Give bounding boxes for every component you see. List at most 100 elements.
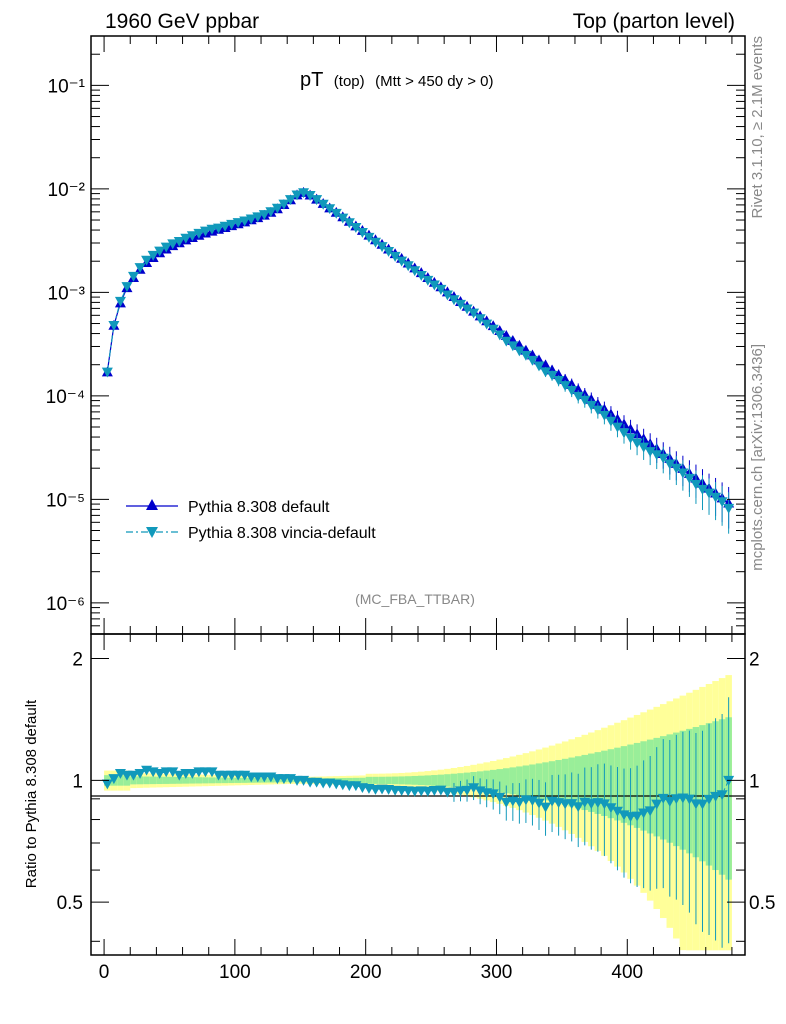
marker-vincia	[304, 191, 316, 201]
ratio-panel: 0 100 200 300 400 0.5 0.5 1 1 2 2	[57, 633, 775, 983]
marker-vincia	[605, 416, 617, 427]
ratio-marker-vincia	[696, 799, 708, 810]
ratio-band-green	[352, 777, 360, 783]
ratio-marker-vincia	[154, 769, 166, 779]
ratio-band-green	[202, 777, 209, 784]
ratio-band-green	[182, 777, 190, 784]
marker-vincia	[441, 290, 453, 301]
ratio-marker-vincia	[631, 811, 643, 822]
plot-title: pT (top) (Mtt > 450 dy > 0)	[300, 69, 493, 91]
ratio-marker-vincia	[448, 787, 460, 798]
ratio-band-green	[346, 777, 353, 783]
ratio-band-green	[457, 773, 464, 788]
ratio-marker-vincia	[540, 802, 552, 813]
ratio-band-green	[136, 776, 144, 785]
marker-vincia	[540, 367, 552, 378]
header-left: 1960 GeV ppbar	[105, 10, 259, 33]
ratio-marker-vincia	[422, 786, 434, 797]
ratio-band-green	[372, 776, 379, 784]
ratio-band-green	[162, 776, 170, 784]
marker-vincia	[572, 391, 584, 402]
main-ticks: 10⁻⁶ 10⁻⁵ 10⁻⁴ 10⁻³ 10⁻² 10⁻¹	[46, 36, 745, 635]
ratio-y-tick-label: 0.5	[57, 893, 83, 914]
marker-vincia	[670, 463, 682, 474]
ratio-marker-vincia	[572, 802, 584, 813]
marker-vincia	[435, 284, 447, 295]
marker-vincia	[415, 270, 427, 281]
ratio-band-green	[411, 775, 418, 785]
marker-vincia	[317, 199, 329, 210]
legend-label-default: Pythia 8.308 default	[188, 499, 330, 516]
marker-vincia	[520, 350, 532, 361]
main-panel: 10⁻⁶ 10⁻⁵ 10⁻⁴ 10⁻³ 10⁻² 10⁻¹ pT (top) (Mtt >…	[46, 35, 746, 635]
ratio-marker-vincia	[186, 769, 198, 779]
marker-vincia	[710, 492, 722, 503]
ratio-x-tick-label: 300	[481, 962, 513, 983]
ratio-y-tick-label-right: 2	[749, 650, 760, 671]
ratio-band-green	[542, 762, 549, 801]
ratio-band-green	[339, 778, 347, 783]
marker-vincia	[533, 361, 545, 372]
ratio-data-layer	[101, 697, 735, 948]
marker-vincia	[631, 438, 643, 449]
marker-vincia	[180, 233, 192, 244]
ratio-band-green	[365, 776, 373, 784]
marker-vincia	[298, 188, 310, 199]
ratio-marker-vincia	[173, 770, 185, 781]
marker-vincia	[291, 190, 303, 201]
marker-vincia	[474, 314, 486, 325]
marker-vincia	[186, 231, 198, 242]
ratio-marker-vincia	[638, 808, 650, 819]
marker-vincia	[703, 488, 715, 499]
ratio-marker-vincia	[533, 798, 545, 809]
marker-vincia	[546, 370, 558, 381]
mcplots-label: mcplots.cern.ch [arXiv:1306.3436]	[749, 344, 766, 571]
marker-vincia	[337, 213, 349, 224]
ratio-marker-vincia	[494, 792, 506, 803]
marker-vincia	[559, 381, 571, 391]
marker-vincia	[252, 212, 264, 223]
marker-vincia	[455, 299, 467, 310]
marker-vincia	[383, 246, 395, 257]
ratio-band-green	[398, 776, 405, 785]
marker-vincia	[356, 227, 368, 238]
ratio-marker-vincia	[657, 793, 669, 804]
marker-vincia	[311, 195, 323, 206]
marker-vincia	[402, 261, 414, 272]
ratio-band-green	[444, 774, 451, 787]
ratio-band-green	[189, 777, 196, 784]
ratio-band-green	[516, 766, 523, 796]
marker-vincia	[690, 479, 702, 490]
main-y-tick-label: 10⁻⁵	[46, 490, 85, 511]
legend-entry-vincia: Pythia 8.308 vincia-default	[126, 525, 376, 542]
main-data-layer	[101, 186, 735, 534]
ratio-x-tick-label: 200	[350, 962, 382, 983]
marker-vincia	[265, 207, 277, 218]
marker-vincia	[160, 242, 172, 253]
ratio-band-green	[437, 774, 445, 787]
marker-vincia	[173, 236, 185, 247]
ratio-marker-vincia	[134, 769, 146, 779]
marker-vincia	[167, 239, 179, 250]
marker-vincia	[396, 256, 408, 267]
series-line-vincia	[106, 191, 730, 509]
legend-marker-vincia	[146, 527, 158, 538]
ratio-marker-vincia	[566, 799, 578, 810]
marker-vincia	[369, 237, 381, 248]
main-y-tick-label: 10⁻¹	[48, 76, 86, 97]
ratio-marker-vincia	[128, 770, 140, 781]
marker-vincia	[487, 324, 499, 335]
ratio-x-tick-label: 400	[611, 962, 643, 983]
ratio-marker-vincia	[461, 785, 473, 796]
marker-vincia	[121, 282, 133, 292]
marker-vincia	[324, 204, 336, 215]
marker-vincia	[526, 355, 538, 366]
marker-vincia	[330, 208, 342, 219]
ratio-marker-vincia	[206, 767, 218, 778]
ratio-band-green	[431, 775, 438, 786]
ratio-marker-vincia	[664, 796, 676, 807]
marker-vincia	[677, 468, 689, 479]
ratio-marker-vincia	[585, 799, 597, 810]
marker-vincia	[428, 280, 440, 291]
ratio-band-green	[156, 776, 163, 785]
